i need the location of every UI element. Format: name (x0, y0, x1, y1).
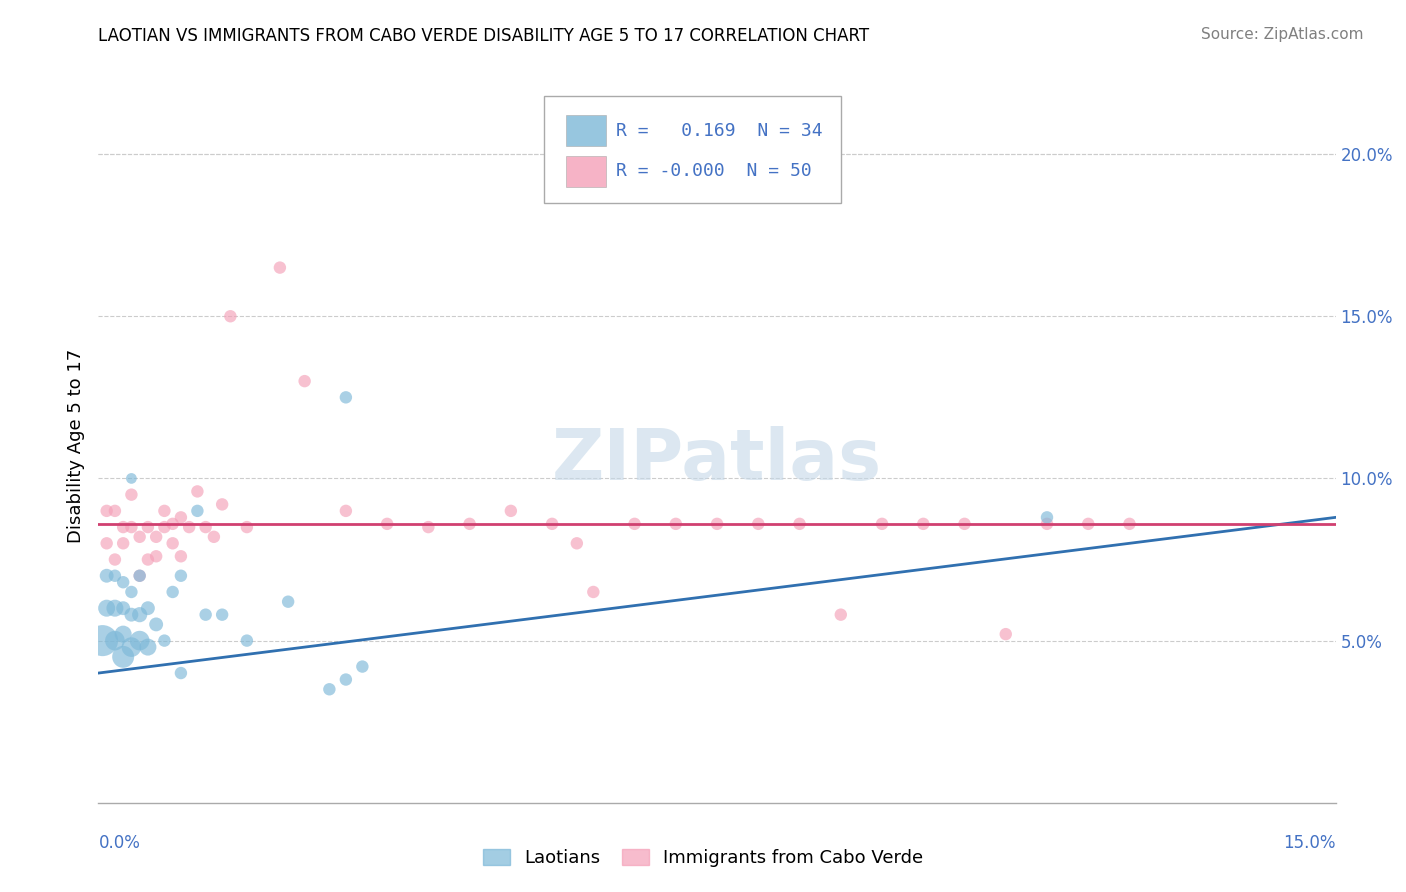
Point (352, 659, 374, 673)
Point (277, 595, 299, 609)
Point (153, 520, 176, 534)
Point (870, 516, 893, 531)
Text: R = -0.000  N = 50: R = -0.000 N = 50 (616, 162, 811, 180)
Point (202, 530, 225, 544)
Point (565, 536, 588, 550)
Point (162, 516, 184, 531)
Point (541, 516, 564, 531)
Point (170, 510, 193, 524)
Point (830, 607, 852, 622)
Point (112, 601, 135, 615)
Point (96, 504, 118, 518)
Point (96, 536, 118, 550)
Point (1077, 516, 1099, 531)
Point (335, 504, 357, 518)
Point (747, 516, 769, 531)
Point (112, 520, 135, 534)
FancyBboxPatch shape (567, 115, 606, 146)
Point (458, 516, 481, 531)
Point (170, 549, 193, 564)
Point (112, 536, 135, 550)
Text: Source: ZipAtlas.com: Source: ZipAtlas.com (1201, 27, 1364, 42)
Point (912, 516, 935, 531)
Point (162, 536, 184, 550)
Point (104, 601, 127, 615)
Point (194, 607, 217, 622)
Point (236, 520, 259, 534)
Point (335, 390, 357, 404)
Text: R =   0.169  N = 34: R = 0.169 N = 34 (616, 121, 823, 139)
Point (582, 585, 605, 599)
Point (104, 568, 127, 582)
Point (418, 520, 440, 534)
Point (136, 552, 159, 566)
Point (170, 666, 193, 681)
Point (706, 516, 728, 531)
Point (120, 607, 142, 622)
Legend: Laotians, Immigrants from Cabo Verde: Laotians, Immigrants from Cabo Verde (475, 841, 931, 874)
Point (153, 504, 176, 518)
Point (294, 374, 316, 388)
Point (104, 552, 127, 566)
Point (170, 568, 193, 582)
Point (112, 627, 135, 641)
Point (145, 530, 167, 544)
FancyBboxPatch shape (544, 96, 841, 203)
Point (211, 497, 233, 511)
Point (136, 520, 159, 534)
Point (96, 601, 118, 615)
Point (104, 504, 127, 518)
Point (186, 504, 208, 518)
Point (112, 575, 135, 590)
Point (120, 471, 142, 485)
Point (120, 585, 142, 599)
Point (1118, 516, 1140, 531)
Text: 0.0%: 0.0% (98, 834, 141, 852)
FancyBboxPatch shape (567, 155, 606, 187)
Point (318, 682, 340, 697)
Point (120, 520, 142, 534)
Point (994, 627, 1017, 641)
Point (136, 640, 159, 654)
Point (112, 649, 135, 664)
Point (186, 484, 208, 499)
Point (96, 568, 118, 582)
Point (623, 516, 645, 531)
Point (104, 633, 127, 648)
Text: ZIPatlas: ZIPatlas (553, 425, 882, 495)
Text: 15.0%: 15.0% (1284, 834, 1336, 852)
Text: LAOTIAN VS IMMIGRANTS FROM CABO VERDE DISABILITY AGE 5 TO 17 CORRELATION CHART: LAOTIAN VS IMMIGRANTS FROM CABO VERDE DI… (98, 27, 869, 45)
Y-axis label: Disability Age 5 to 17: Disability Age 5 to 17 (66, 349, 84, 543)
Point (375, 516, 398, 531)
Point (145, 617, 167, 632)
Point (120, 488, 142, 502)
Point (179, 520, 201, 534)
Point (1036, 510, 1059, 524)
Point (128, 568, 150, 582)
Point (120, 640, 142, 654)
Point (128, 633, 150, 648)
Point (145, 549, 167, 564)
Point (91, 633, 114, 648)
Point (499, 504, 522, 518)
Point (128, 607, 150, 622)
Point (789, 516, 811, 531)
Point (1036, 516, 1059, 531)
Point (128, 530, 150, 544)
Point (269, 260, 291, 275)
Point (162, 585, 184, 599)
Point (953, 516, 976, 531)
Point (236, 633, 259, 648)
Point (153, 633, 176, 648)
Point (128, 568, 150, 582)
Point (335, 673, 357, 687)
Point (665, 516, 688, 531)
Point (211, 607, 233, 622)
Point (219, 310, 242, 324)
Point (136, 601, 159, 615)
Point (194, 520, 217, 534)
